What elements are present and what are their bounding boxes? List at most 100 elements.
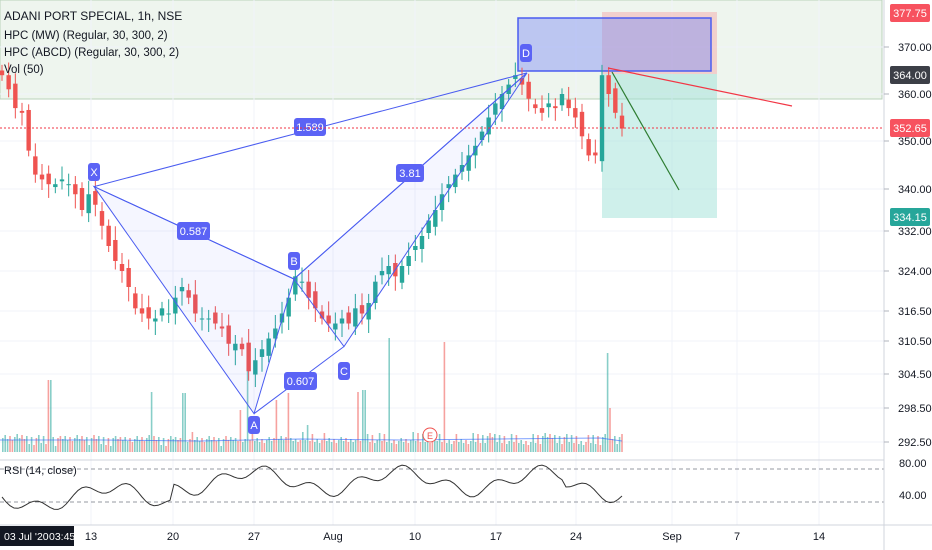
volume-bar: [352, 442, 354, 452]
volume-bar: [59, 436, 62, 452]
volume-bar: [100, 444, 102, 452]
candle-body: [86, 194, 91, 214]
candle-body: [346, 312, 351, 324]
volume-bar: [239, 410, 242, 452]
volume-bar: [237, 441, 239, 452]
volume-bar: [520, 440, 522, 452]
volume-bar: [400, 438, 402, 452]
volume-bar: [410, 440, 412, 452]
volume-bar: [484, 443, 486, 452]
pattern-point-c-bg: [338, 362, 350, 380]
candle-body: [193, 294, 198, 314]
crosshair-time-badge: [0, 526, 74, 546]
candle-body: [406, 256, 411, 266]
time-tick-label: 13: [85, 531, 97, 543]
indicator-hpc-abcd[interactable]: HPC (ABCD) (Regular, 30, 300, 2): [4, 47, 179, 59]
pattern-point-a: A: [250, 420, 258, 432]
volume-bar: [328, 438, 330, 452]
candle-body: [213, 312, 218, 324]
volume-bar: [196, 437, 198, 452]
volume-bar: [513, 442, 515, 452]
price-axis[interactable]: 370.00 360.00 350.00 340.00 332.00 324.00 316.…: [884, 42, 932, 449]
volume-bar: [527, 445, 530, 452]
volume-bar: [141, 437, 143, 452]
candle-body: [186, 290, 191, 298]
trendline-green[interactable]: [611, 71, 680, 191]
volume-bar: [606, 353, 609, 452]
volume-bar: [76, 435, 78, 452]
candle-body: [379, 271, 385, 276]
volume-bar: [268, 437, 270, 452]
volume-bar: [71, 441, 74, 452]
indicator-volume[interactable]: Vol (50): [4, 64, 44, 76]
volume-bar: [448, 440, 450, 452]
volume-bar: [388, 338, 390, 452]
volume-bar: [155, 440, 158, 452]
volume-bar: [549, 434, 551, 452]
volume-bar: [35, 438, 38, 452]
candle-body: [446, 184, 451, 189]
volume-bar: [472, 433, 474, 452]
candle-body: [433, 210, 438, 227]
volume-bar: [16, 434, 18, 452]
candle-body: [226, 325, 231, 344]
price-badge: [890, 119, 930, 137]
volume-bar: [9, 436, 11, 452]
candle-body: [593, 152, 598, 156]
volume-bar: [417, 433, 419, 452]
volume-bar: [86, 437, 88, 452]
volume-bar: [126, 441, 129, 452]
short-position-zone: [602, 12, 717, 74]
price-tick-label: 298.50: [898, 403, 932, 415]
candle-body: [33, 156, 38, 175]
volume-ma-line: [0, 437, 623, 442]
volume-bar: [182, 393, 184, 452]
volume-bar: [359, 441, 362, 452]
volume-bar: [74, 438, 76, 452]
candle-body: [273, 328, 278, 339]
volume-bar: [165, 446, 167, 452]
volume-bar: [189, 439, 191, 452]
volume-bar: [179, 438, 182, 452]
volume-bar: [458, 442, 460, 452]
volume-bar: [611, 439, 614, 452]
volume-bar: [206, 439, 208, 452]
volume-bar: [316, 439, 318, 452]
trendline-red[interactable]: [607, 67, 793, 107]
price-tick-label: 370.00: [898, 42, 932, 54]
volume-bar: [390, 443, 393, 452]
volume-bar: [28, 444, 30, 452]
candle-body: [6, 75, 11, 90]
volume-bar: [446, 443, 448, 452]
volume-bar: [537, 435, 539, 452]
candle-body: [266, 338, 271, 356]
volume-bar: [95, 439, 98, 452]
candle-body: [493, 103, 498, 115]
volume-bar: [381, 441, 383, 452]
volume-bar: [402, 442, 405, 452]
volume-bar: [184, 393, 186, 452]
volume-bar: [534, 443, 537, 452]
volume-bar: [539, 444, 542, 452]
volume-bar: [287, 393, 290, 452]
volume-bar: [486, 436, 489, 452]
volume-bar: [326, 441, 328, 452]
volume-bar: [376, 440, 378, 452]
prz-box: [517, 17, 712, 72]
time-axis[interactable]: 13 20 27 Aug 10 17 24 Sep 7 14: [85, 531, 825, 543]
volume-bar: [374, 443, 376, 452]
volume-bar: [594, 444, 597, 452]
rsi-label: RSI (14, close): [4, 465, 77, 477]
price-badge: [890, 208, 930, 226]
price-tick-label: 340.00: [898, 184, 932, 196]
indicator-hpc-mw[interactable]: HPC (MW) (Regular, 30, 300, 2): [4, 30, 168, 42]
volume-bar: [172, 439, 174, 452]
candle-body: [19, 110, 25, 113]
volume-bar: [57, 438, 59, 452]
volume-bar: [450, 444, 453, 452]
price-tick-label: 304.50: [898, 369, 932, 381]
candle-body: [179, 287, 185, 292]
volume-bar: [424, 442, 426, 452]
volume-bar: [122, 440, 124, 452]
